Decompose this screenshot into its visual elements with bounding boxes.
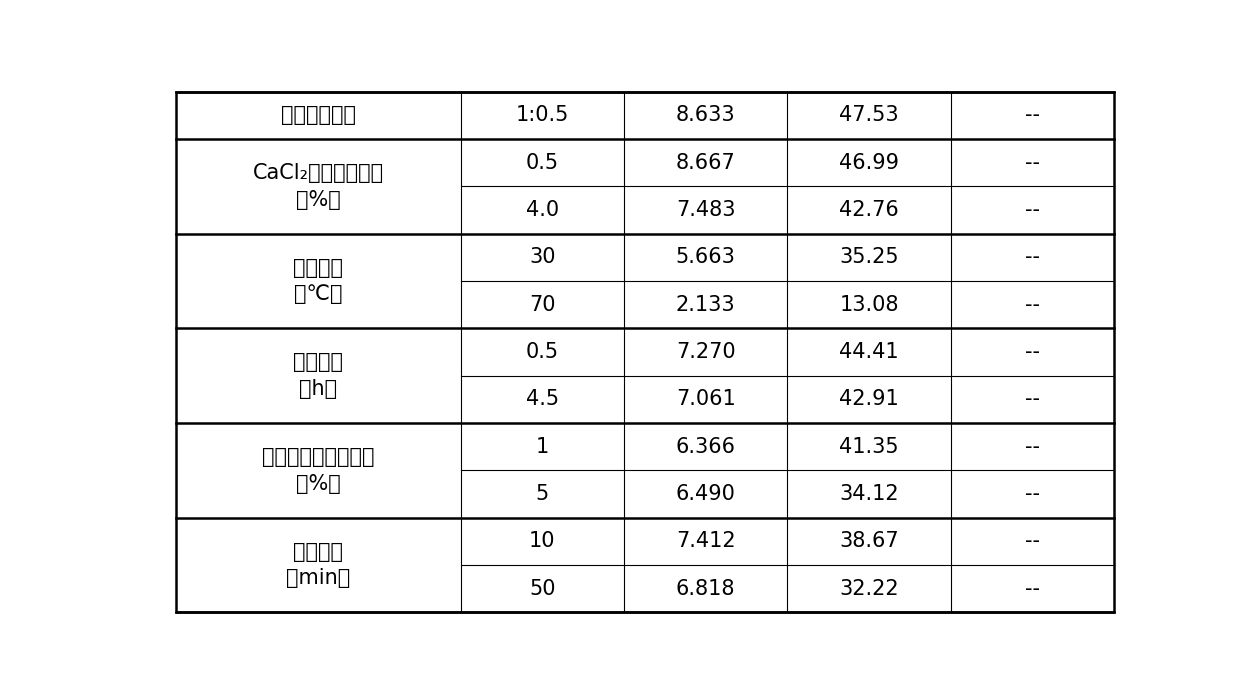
Text: 醒溶液体积比: 醒溶液体积比 [281,105,356,125]
Text: 覆膜时间: 覆膜时间 [294,542,343,562]
Text: 6.366: 6.366 [676,436,735,457]
Text: CaCl₂溶液质量分数: CaCl₂溶液质量分数 [253,163,384,183]
Text: 1:0.5: 1:0.5 [516,105,569,125]
Text: 35.25: 35.25 [839,247,899,268]
Text: 7.061: 7.061 [676,390,735,409]
Text: 8.667: 8.667 [676,153,735,173]
Text: 38.67: 38.67 [839,531,899,551]
Text: 47.53: 47.53 [839,105,899,125]
Text: （%）: （%） [296,473,341,493]
Text: 7.270: 7.270 [676,342,735,362]
Text: 32.22: 32.22 [839,579,899,599]
Text: --: -- [1025,531,1040,551]
Text: 7.412: 7.412 [676,531,735,551]
Text: --: -- [1025,295,1040,314]
Text: 固定时间: 固定时间 [294,353,343,372]
Text: 34.12: 34.12 [839,484,899,504]
Text: 0.5: 0.5 [526,153,559,173]
Text: 10: 10 [529,531,556,551]
Text: --: -- [1025,105,1040,125]
Text: 2.133: 2.133 [676,295,735,314]
Text: --: -- [1025,247,1040,268]
Text: （℃）: （℃） [294,284,342,305]
Text: 0.5: 0.5 [526,342,559,362]
Text: --: -- [1025,390,1040,409]
Text: 46.99: 46.99 [839,153,899,173]
Text: （min）: （min） [286,568,351,588]
Text: 6.490: 6.490 [676,484,735,504]
Text: --: -- [1025,153,1040,173]
Text: 13.08: 13.08 [839,295,899,314]
Text: 壳聚糖溶液质量分数: 壳聚糖溶液质量分数 [262,447,374,467]
Text: --: -- [1025,200,1040,220]
Text: 30: 30 [529,247,556,268]
Text: 42.91: 42.91 [839,390,899,409]
Text: --: -- [1025,342,1040,362]
Text: 6.818: 6.818 [676,579,735,599]
Text: 50: 50 [529,579,556,599]
Text: --: -- [1025,579,1040,599]
Text: 44.41: 44.41 [839,342,899,362]
Text: （h）: （h） [299,379,337,399]
Text: --: -- [1025,436,1040,457]
Text: 8.633: 8.633 [676,105,735,125]
Text: 固定温度: 固定温度 [294,258,343,277]
Text: 4.0: 4.0 [526,200,559,220]
Text: 41.35: 41.35 [839,436,899,457]
Text: 70: 70 [529,295,556,314]
Text: 42.76: 42.76 [839,200,899,220]
Text: 5.663: 5.663 [676,247,735,268]
Text: 5: 5 [536,484,549,504]
Text: 1: 1 [536,436,549,457]
Text: 4.5: 4.5 [526,390,559,409]
Text: --: -- [1025,484,1040,504]
Text: （%）: （%） [296,190,341,210]
Text: 7.483: 7.483 [676,200,735,220]
